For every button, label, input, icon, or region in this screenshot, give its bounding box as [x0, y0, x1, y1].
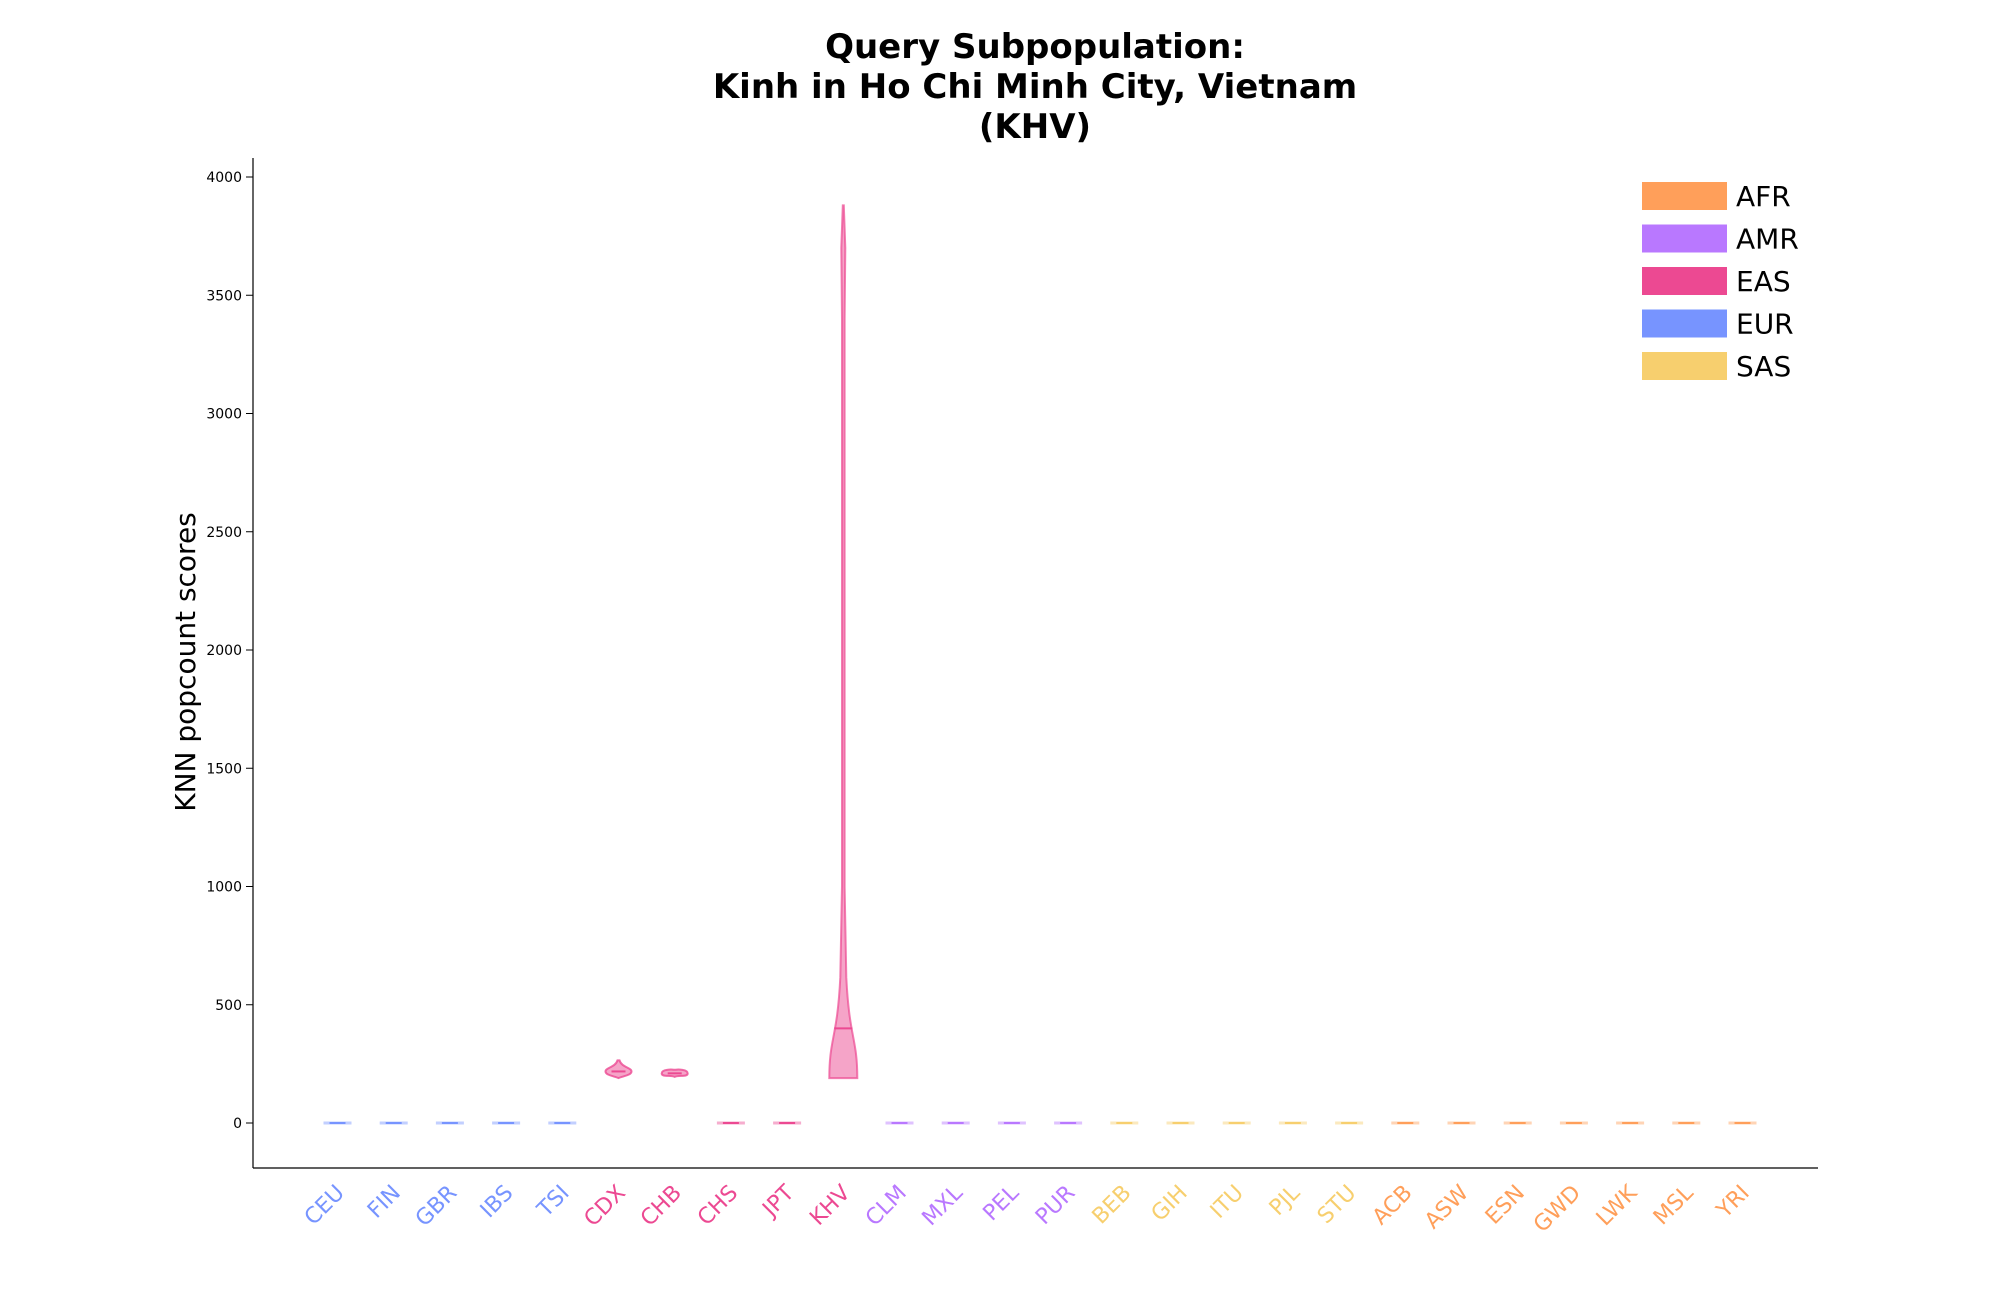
violin-clm	[885, 1121, 914, 1125]
y-axis-label: KNN popcount scores	[169, 512, 202, 812]
chart-title: Query Subpopulation: Kinh in Ho Chi Minh…	[713, 27, 1357, 147]
chart-title-line-2: Kinh in Ho Chi Minh City, Vietnam	[713, 67, 1357, 107]
x-tick-label-acb: ACB	[1368, 1181, 1418, 1231]
y-tick-label: 0	[233, 1116, 242, 1132]
legend-item-sas: SAS	[1642, 350, 1791, 383]
chart-title-line-3: (KHV)	[979, 107, 1091, 147]
violin-lwk	[1616, 1121, 1645, 1125]
legend-swatch	[1642, 182, 1727, 210]
y-tick-label: 4000	[206, 170, 242, 186]
legend-label: EUR	[1736, 308, 1794, 341]
violin-tsi	[548, 1121, 577, 1125]
x-tick-label-beb: BEB	[1088, 1181, 1137, 1230]
x-tick-label-gwd: GWD	[1529, 1181, 1586, 1238]
x-tick-label-tsi: TSI	[532, 1181, 574, 1223]
legend: AFR AMR EAS EUR SAS	[1642, 180, 1799, 383]
y-tick-label: 2500	[206, 525, 242, 541]
x-tick-label-jpt: JPT	[757, 1180, 800, 1223]
violin-acb	[1391, 1121, 1420, 1125]
x-tick-label-lwk: LWK	[1592, 1180, 1643, 1231]
violin-esn	[1503, 1121, 1532, 1125]
violin-gbr	[435, 1121, 464, 1125]
violin-cdx	[604, 1059, 633, 1080]
legend-item-afr: AFR	[1642, 180, 1791, 213]
violin-body	[604, 1059, 633, 1080]
legend-label: EAS	[1736, 265, 1791, 298]
violin-asw	[1447, 1121, 1476, 1125]
violin-pel	[997, 1121, 1026, 1125]
x-tick-label-ceu: CEU	[300, 1181, 350, 1231]
y-tick-label: 500	[215, 998, 242, 1014]
violin-chb	[660, 1068, 689, 1078]
legend-swatch	[1642, 267, 1727, 295]
x-tick-label-pur: PUR	[1031, 1181, 1080, 1230]
legend-item-eas: EAS	[1642, 265, 1791, 298]
y-tick-label: 1000	[206, 880, 242, 896]
x-tick-label-asw: ASW	[1420, 1180, 1474, 1234]
x-axis-ticks: CEU FIN GBR IBS TSI CDX CHB CHS JPT KHV CLM MXL PEL P…	[300, 1180, 1755, 1238]
violin-beb	[1110, 1121, 1139, 1125]
violin-ceu	[323, 1121, 352, 1125]
violin-body	[828, 204, 859, 1080]
violin-yri	[1728, 1121, 1757, 1125]
violin-ibs	[492, 1121, 521, 1125]
x-tick-label-itu: ITU	[1206, 1181, 1249, 1224]
legend-swatch	[1642, 352, 1727, 380]
legend-item-eur: EUR	[1642, 308, 1794, 341]
x-tick-label-clm: CLM	[861, 1181, 912, 1232]
violin-jpt	[773, 1121, 802, 1125]
x-tick-label-fin: FIN	[363, 1181, 406, 1224]
violin-khv	[828, 204, 859, 1080]
x-tick-label-khv: KHV	[805, 1181, 855, 1231]
x-tick-label-gbr: GBR	[411, 1181, 462, 1232]
x-tick-label-cdx: CDX	[580, 1181, 631, 1232]
plot-axes	[252, 158, 1818, 1169]
x-tick-label-stu: STU	[1313, 1181, 1361, 1229]
legend-label: AMR	[1736, 223, 1799, 256]
x-tick-label-pel: PEL	[979, 1180, 1025, 1226]
legend-label: AFR	[1736, 180, 1791, 213]
x-tick-label-ibs: IBS	[476, 1181, 519, 1224]
violin-series	[323, 204, 1757, 1125]
violin-gih	[1166, 1121, 1195, 1125]
violin-fin	[379, 1121, 408, 1125]
violin-chs	[716, 1121, 745, 1125]
x-tick-label-chb: CHB	[636, 1181, 687, 1232]
chart-title-line-1: Query Subpopulation:	[825, 27, 1245, 67]
legend-swatch	[1642, 309, 1727, 338]
violin-gwd	[1559, 1121, 1588, 1125]
violin-mxl	[941, 1121, 970, 1125]
x-tick-label-mxl: MXL	[918, 1180, 969, 1231]
legend-item-amr: AMR	[1642, 223, 1799, 256]
legend-swatch	[1642, 224, 1727, 253]
violin-pjl	[1278, 1121, 1307, 1125]
y-tick-label: 3500	[206, 288, 242, 304]
violin-pur	[1054, 1121, 1083, 1125]
legend-label: SAS	[1736, 350, 1791, 383]
x-tick-label-esn: ESN	[1481, 1181, 1530, 1230]
x-tick-label-yri: YRI	[1711, 1181, 1754, 1224]
x-tick-label-chs: CHS	[693, 1181, 743, 1231]
violin-itu	[1222, 1121, 1251, 1125]
y-tick-label: 2000	[206, 643, 242, 659]
x-tick-label-pjl: PJL	[1265, 1180, 1306, 1221]
y-tick-label: 3000	[206, 407, 242, 423]
y-axis-ticks: 0 500 1000 1500 2000 2500 3000 3500 4000	[206, 170, 253, 1132]
x-tick-label-gih: GIH	[1147, 1181, 1193, 1227]
x-tick-label-msl: MSL	[1649, 1180, 1699, 1230]
violin-stu	[1335, 1121, 1364, 1125]
y-tick-label: 1500	[206, 761, 242, 777]
violin-msl	[1672, 1121, 1701, 1125]
